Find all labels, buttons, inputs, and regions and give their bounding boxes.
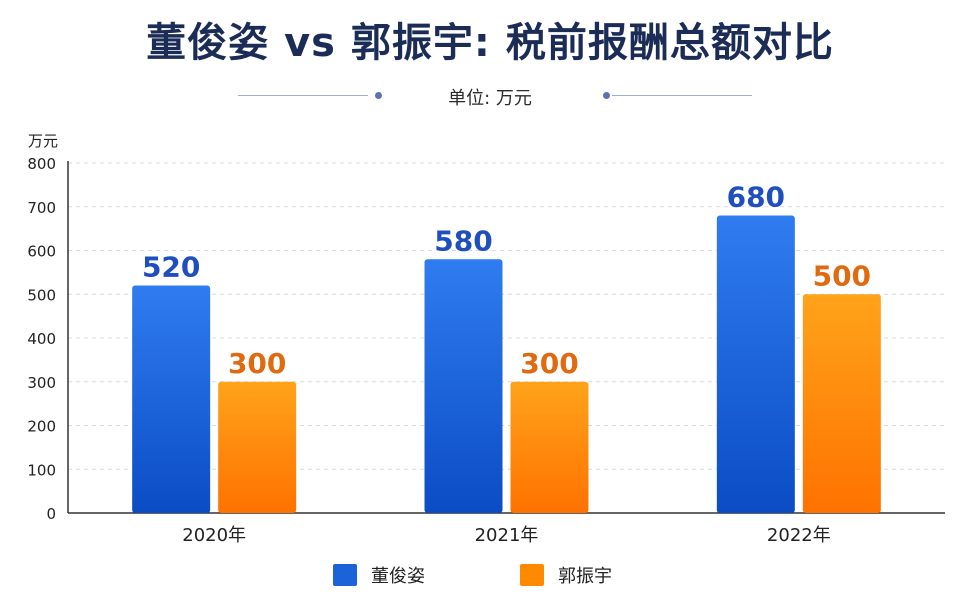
- legend-label-series-a: 董俊姿: [371, 566, 425, 587]
- chart-title: 董俊姿 vs 郭振宇: 税前报酬总额对比: [146, 20, 834, 66]
- y-tick-label-500: 500: [27, 286, 56, 304]
- y-tick-label-400: 400: [27, 330, 56, 348]
- legend-item-series-b: 郭振宇: [520, 560, 612, 590]
- y-tick-label-600: 600: [27, 243, 56, 261]
- subtitle-divider-left: [238, 95, 368, 96]
- y-tick-label-0: 0: [46, 505, 56, 523]
- subtitle-dot-left: [375, 92, 382, 99]
- bar-series-a-1: [424, 259, 503, 513]
- y-tick-label-700: 700: [27, 199, 56, 217]
- data-label-series-b-2: 500: [813, 259, 871, 292]
- bars: [132, 215, 881, 513]
- data-label-series-a-1: 580: [434, 224, 492, 257]
- y-tick-label-800: 800: [27, 155, 56, 173]
- legend: 董俊姿 郭振宇: [0, 560, 980, 590]
- y-tick-label-100: 100: [27, 461, 56, 479]
- axes: 0 100 200 300 400 500 600 700 800 万元 2020年 2021年 202…: [27, 132, 945, 546]
- data-label-series-b-1: 300: [520, 347, 578, 380]
- subtitle-row: 单位: 万元: [0, 82, 980, 109]
- bar-series-a-2: [716, 215, 795, 513]
- legend-label-series-b: 郭振宇: [558, 566, 612, 587]
- x-tick-label-1: 2021年: [475, 525, 539, 546]
- bar-series-b-2: [802, 294, 881, 513]
- x-tick-label-0: 2020年: [182, 525, 246, 546]
- bar-chart: 0 100 200 300 400 500 600 700 800 万元 2020年 2021年 202…: [27, 132, 945, 546]
- data-labels: 520 300 580 300 680 500: [142, 181, 871, 380]
- bar-series-a-0: [132, 285, 211, 513]
- data-label-series-a-0: 520: [142, 251, 200, 284]
- bar-series-b-1: [510, 381, 589, 513]
- legend-item-series-a: 董俊姿: [333, 560, 425, 590]
- chart-subtitle: 单位: 万元: [448, 88, 532, 109]
- bar-series-b-0: [218, 381, 297, 513]
- grid-lines: [68, 162, 945, 470]
- subtitle-dot-right: [603, 92, 610, 99]
- y-axis-label: 万元: [28, 132, 58, 150]
- data-label-series-b-0: 300: [228, 347, 286, 380]
- legend-swatch-series-b: [520, 564, 544, 586]
- legend-swatch-series-a: [333, 564, 357, 586]
- subtitle-divider-right: [612, 95, 752, 96]
- y-tick-label-300: 300: [27, 374, 56, 392]
- y-tick-label-200: 200: [27, 418, 56, 436]
- x-tick-label-2: 2022年: [767, 525, 831, 546]
- data-label-series-a-2: 680: [727, 181, 785, 214]
